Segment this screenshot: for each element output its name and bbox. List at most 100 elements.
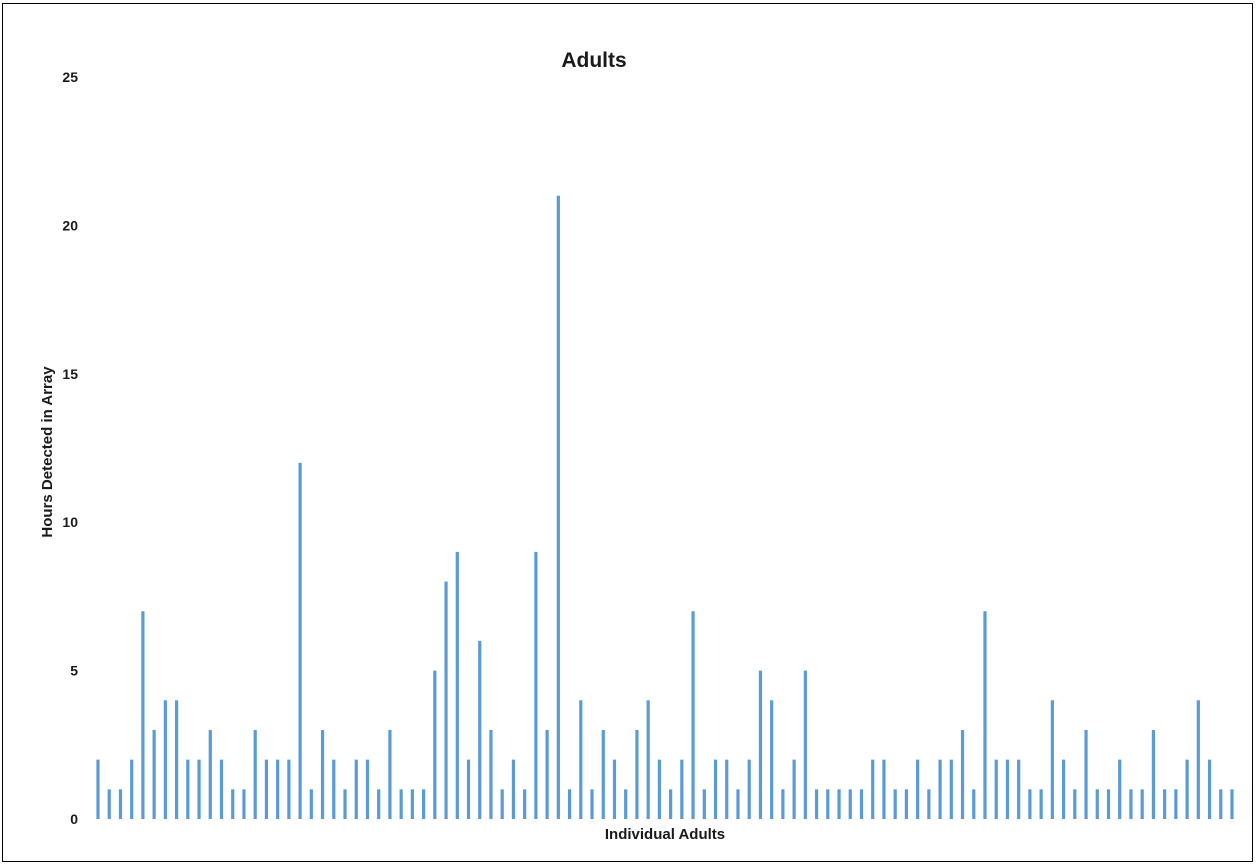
bar (242, 789, 246, 819)
bar (511, 759, 516, 819)
bar (410, 789, 414, 819)
bar (1050, 700, 1054, 819)
bar (781, 789, 785, 819)
y-tick-label: 5 (70, 663, 78, 679)
bar (253, 729, 257, 819)
bar (702, 789, 706, 819)
bar (747, 759, 751, 819)
bar (904, 789, 908, 819)
bar (994, 759, 998, 819)
bar (1106, 789, 1111, 819)
bar (1039, 789, 1043, 819)
bar (1219, 789, 1223, 819)
bar (1028, 789, 1032, 819)
bar (444, 581, 448, 819)
bar (758, 670, 763, 819)
bar (601, 729, 605, 819)
bar (893, 789, 897, 819)
bar (377, 789, 381, 819)
bar (466, 759, 471, 819)
bar (343, 789, 347, 819)
bar (1017, 759, 1021, 819)
bar (713, 759, 718, 819)
bar (882, 759, 886, 819)
bar (489, 729, 493, 819)
bar (96, 759, 100, 819)
bar (669, 789, 673, 819)
chart-title: Adults (561, 49, 626, 72)
y-tick-label: 15 (62, 366, 78, 382)
bar (208, 729, 212, 819)
bar (657, 759, 661, 819)
bar (534, 551, 538, 819)
bar (1118, 759, 1122, 819)
y-tick-label: 0 (70, 811, 78, 827)
bar (826, 789, 830, 819)
bar (871, 759, 875, 819)
bar (219, 759, 224, 819)
bar (455, 551, 459, 819)
bar (186, 759, 190, 819)
bar (848, 789, 852, 819)
bar (1207, 759, 1212, 819)
bar (803, 670, 807, 819)
bar (141, 611, 145, 819)
bar (197, 759, 201, 819)
bar (1151, 729, 1156, 819)
bar (309, 789, 313, 819)
bar (152, 729, 156, 819)
y-tick-label: 20 (62, 217, 78, 233)
bar (792, 759, 796, 819)
bar (545, 729, 549, 819)
bar (624, 789, 628, 819)
bar (163, 700, 167, 819)
bar (1061, 759, 1066, 819)
bar (1174, 789, 1178, 819)
bar (1073, 789, 1077, 819)
bar (231, 789, 235, 819)
bar (983, 611, 987, 819)
x-axis-title: Individual Adults (605, 826, 725, 843)
bar (118, 789, 123, 819)
bar (399, 789, 403, 819)
bar (680, 759, 684, 819)
bar (960, 729, 965, 819)
y-axis-tick-labels: 0 5 10 15 20 25 (62, 69, 78, 827)
bar (130, 759, 134, 819)
bar (332, 759, 336, 819)
bar (635, 729, 639, 819)
bar (365, 759, 370, 819)
bar (478, 640, 482, 819)
bar (691, 611, 695, 819)
bar (287, 759, 291, 819)
y-tick-label: 25 (62, 69, 78, 85)
chart-frame: Adults Hours Detected in Array Individua… (2, 3, 1253, 862)
bar (320, 729, 325, 819)
y-tick-label: 10 (62, 514, 78, 530)
bar (1095, 789, 1099, 819)
bar (1230, 789, 1234, 819)
bar (1005, 759, 1010, 819)
bar (500, 789, 504, 819)
bar (1140, 789, 1144, 819)
bar (1185, 759, 1189, 819)
bar (1084, 729, 1088, 819)
bar (590, 789, 594, 819)
bar (433, 670, 437, 819)
bar (298, 462, 302, 819)
bar (388, 729, 392, 819)
bar (567, 789, 572, 819)
bar (859, 789, 864, 819)
bar (725, 759, 729, 819)
bar (916, 759, 920, 819)
bar (556, 195, 560, 820)
y-axis-title: Hours Detected in Array (39, 366, 56, 538)
bar (174, 700, 179, 819)
bar (938, 759, 942, 819)
bar (837, 789, 841, 819)
bars (96, 195, 1234, 820)
bar (612, 759, 617, 819)
bar (1129, 789, 1133, 819)
bar (927, 789, 931, 819)
bar (354, 759, 358, 819)
